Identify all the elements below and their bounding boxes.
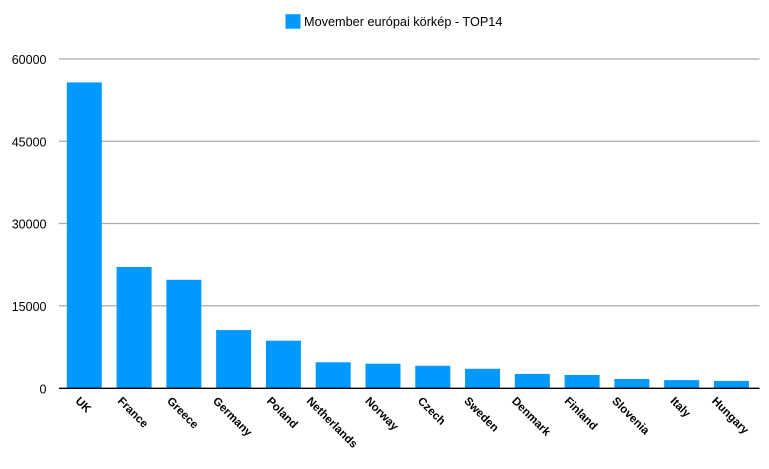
- svg-text:0: 0: [40, 382, 47, 396]
- svg-text:60000: 60000: [12, 53, 47, 67]
- svg-text:30000: 30000: [12, 218, 47, 232]
- svg-text:45000: 45000: [12, 135, 47, 149]
- svg-text:Movember európai körkép - TOP1: Movember európai körkép - TOP14: [304, 15, 502, 29]
- svg-text:15000: 15000: [12, 300, 47, 314]
